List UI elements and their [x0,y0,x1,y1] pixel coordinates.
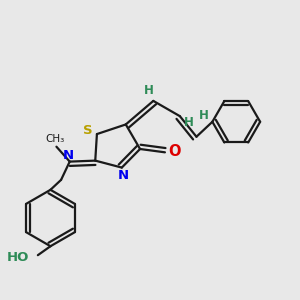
Text: H: H [143,84,153,98]
Text: H: H [184,116,194,129]
Text: HO: HO [7,251,30,264]
Text: H: H [199,109,209,122]
Text: N: N [62,149,74,162]
Text: N: N [118,169,129,182]
Text: S: S [83,124,92,136]
Text: O: O [168,144,181,159]
Text: CH₃: CH₃ [45,134,64,144]
